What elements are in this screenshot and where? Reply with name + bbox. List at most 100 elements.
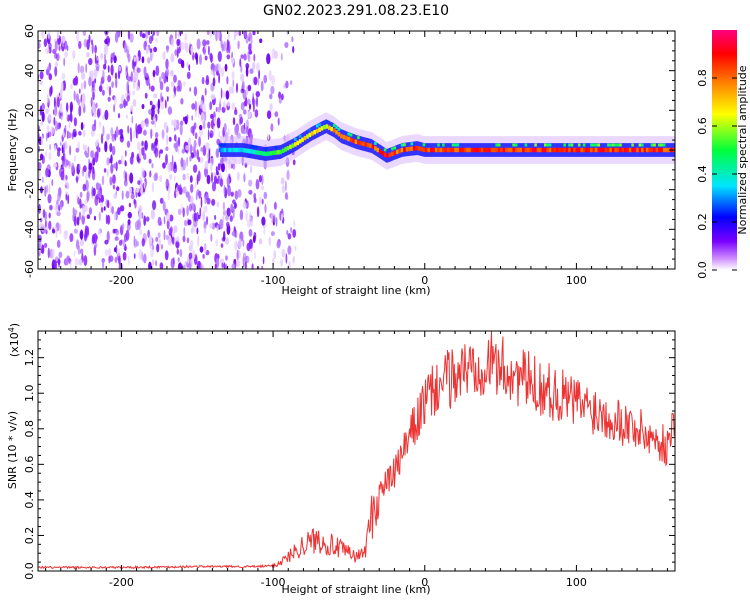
spectrogram-speckle [93,233,98,244]
spectrogram-speckle [64,179,68,186]
spectrogram-speckle [239,58,242,68]
spectrogram-ridge-cell [483,147,486,153]
spectrogram-speckle [94,78,97,84]
snr-x-tick-label: -100 [261,576,286,589]
spectrogram-speckle [54,144,57,152]
spectrogram-speckle [56,147,61,152]
spectrogram-speckle [120,133,124,140]
spectrogram-ridge-cell [643,147,647,153]
spectrogram-ridge-cell [488,147,491,153]
spectrogram-speckle [278,91,282,99]
spectrogram-speckle [83,80,87,90]
snr-series-line [38,331,675,570]
spectrogram-ridge-cell [250,149,253,154]
spectrogram-speckle [141,103,145,110]
spectrogram-speckle [136,67,141,73]
spectrogram-speckle [117,113,121,119]
spectrogram-speckle [63,141,68,150]
spectrogram-speckle [138,147,142,159]
spectrogram-speckle [69,260,72,269]
spectrogram-speckle [83,144,88,152]
spectrogram-speckle [110,154,113,164]
spectrogram-speckle [143,153,147,160]
spectrogram-speckle [55,226,58,239]
spectrogram-ridge-cell [655,147,659,153]
spectrogram-ridge-cell [660,147,664,153]
spectrogram-speckle [98,85,103,92]
spectrogram-speckle [169,69,174,77]
spectrogram-speckle [54,120,59,131]
spectrogram-ridge-cell [279,149,283,155]
spectrogram-speckle [44,185,47,197]
spectrogram-speckle [152,200,157,211]
spectrogram-speckle [249,165,253,174]
spectrogram-speckle [70,84,73,90]
spectrogram-speckle [53,116,56,126]
spectrogram-speckle [101,175,105,186]
spectrogram-speckle [224,63,228,72]
spectrogram-ridge-cell [332,123,336,127]
spectrogram-speckle [273,201,277,210]
spectrogram-speckle [39,217,43,223]
spectrogram-ridge-cell [383,148,387,152]
spectrogram-x-tick-label: -100 [261,274,286,287]
spectrogram-speckle [161,129,165,139]
spectrogram-speckle [169,214,174,222]
spectrogram-ridge-cell [611,143,615,147]
spectrogram-speckle [124,42,127,54]
spectrogram-ridge-cell [568,143,571,147]
spectrogram-speckle [125,100,128,107]
spectrogram-speckle [173,119,177,129]
spectrogram-speckle [202,211,206,221]
spectrogram-speckle [257,75,260,87]
spectrogram-speckle [240,64,243,73]
spectrogram-speckle [207,129,210,141]
spectrogram-speckle [243,122,246,130]
spectrogram-ridge-cell [223,143,227,147]
spectrogram-speckle [79,239,85,247]
spectrogram-speckle [269,103,273,111]
spectrogram-speckle [253,232,257,240]
spectrogram-ridge-cell [653,147,656,153]
spectrogram-speckle [145,216,150,222]
spectrogram-speckle [216,117,221,129]
spectrogram-speckle [117,207,121,216]
spectrogram-speckle [111,145,116,156]
spectrogram-speckle [129,33,134,43]
spectrogram-ridge-cell [471,147,474,153]
spectrogram-speckle [139,176,142,189]
spectrogram-speckle [109,176,113,186]
spectrogram-speckle [184,116,188,125]
spectrogram-speckle [48,113,52,121]
spectrogram-speckle [230,163,234,169]
spectrogram-speckle [236,171,240,181]
spectrogram-ridge-cell [636,147,639,153]
spectrogram-speckle [256,96,258,108]
spectrogram-speckle [58,45,61,51]
spectrogram-speckle [242,239,245,247]
spectrogram-speckle [151,181,154,193]
spectrogram-speckle [40,121,44,126]
spectrogram-ridge-cell [577,147,581,153]
spectrogram-ridge-cell [247,148,251,154]
spectrogram-speckle [102,260,105,269]
snr-y-tick-label: 0.4 [23,491,36,509]
spectrogram-speckle [186,205,190,217]
spectrogram-ridge-cell [412,146,416,151]
spectrogram-speckle [202,253,205,259]
spectrogram-speckle [168,228,172,237]
spectrogram-x-tick-label: 0 [421,274,428,287]
spectrogram-speckle [197,235,200,247]
spectrogram-speckle [110,64,114,76]
spectrogram-ridge-cell [243,148,246,153]
spectrogram-speckle [253,53,256,62]
spectrogram-y-axis-label: Frequency (Hz) [6,109,19,192]
spectrogram-speckle [206,31,210,36]
spectrogram-speckle [96,108,101,118]
spectrogram-speckle [118,255,121,265]
spectrogram-speckle [114,256,118,263]
spectrogram-ridge-cell [514,143,518,147]
spectrogram-ridge-cell [354,139,358,144]
spectrogram-speckle [119,103,124,109]
spectrogram-speckle [262,256,265,265]
